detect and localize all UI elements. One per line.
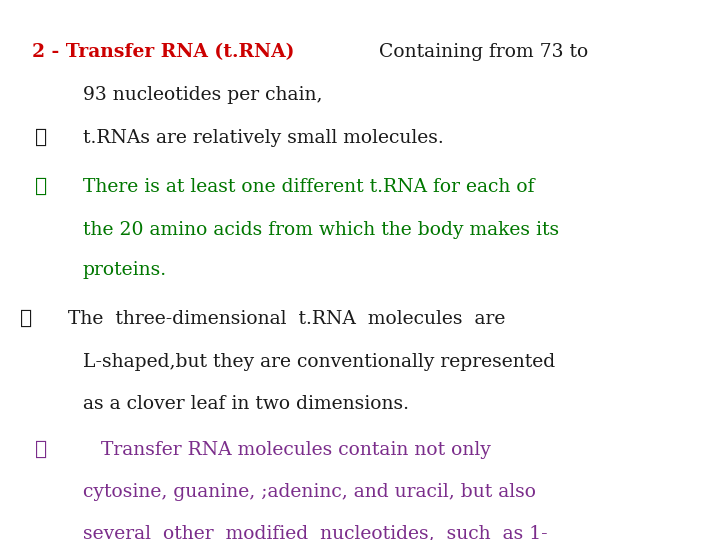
Text: ✓: ✓ (35, 440, 47, 458)
Text: as a clover leaf in two dimensions.: as a clover leaf in two dimensions. (83, 395, 409, 413)
Text: ✓: ✓ (20, 309, 32, 328)
Text: the 20 amino acids from which the body makes its: the 20 amino acids from which the body m… (83, 221, 559, 239)
Text: L-shaped,but they are conventionally represented: L-shaped,but they are conventionally rep… (83, 353, 555, 371)
Text: t.RNAs are relatively small molecules.: t.RNAs are relatively small molecules. (83, 129, 444, 147)
Text: ✓: ✓ (35, 177, 47, 195)
Text: cytosine, guanine, ;adeninc, and uracil, but also: cytosine, guanine, ;adeninc, and uracil,… (83, 483, 536, 501)
Text: Containing from 73 to: Containing from 73 to (379, 43, 588, 60)
Text: several  other  modified  nucleotides,  such  as 1-: several other modified nucleotides, such… (83, 524, 547, 540)
Text: ✓: ✓ (35, 128, 47, 147)
Text: Transfer RNA molecules contain not only: Transfer RNA molecules contain not only (101, 441, 490, 458)
Text: The  three-dimensional  t.RNA  molecules  are: The three-dimensional t.RNA molecules ar… (68, 310, 505, 328)
Text: 2 - Transfer RNA (t.RNA): 2 - Transfer RNA (t.RNA) (32, 43, 301, 60)
Text: 93 nucleotides per chain,: 93 nucleotides per chain, (83, 86, 323, 104)
Text: proteins.: proteins. (83, 261, 167, 279)
Text: There is at least one different t.RNA for each of: There is at least one different t.RNA fo… (83, 178, 534, 195)
